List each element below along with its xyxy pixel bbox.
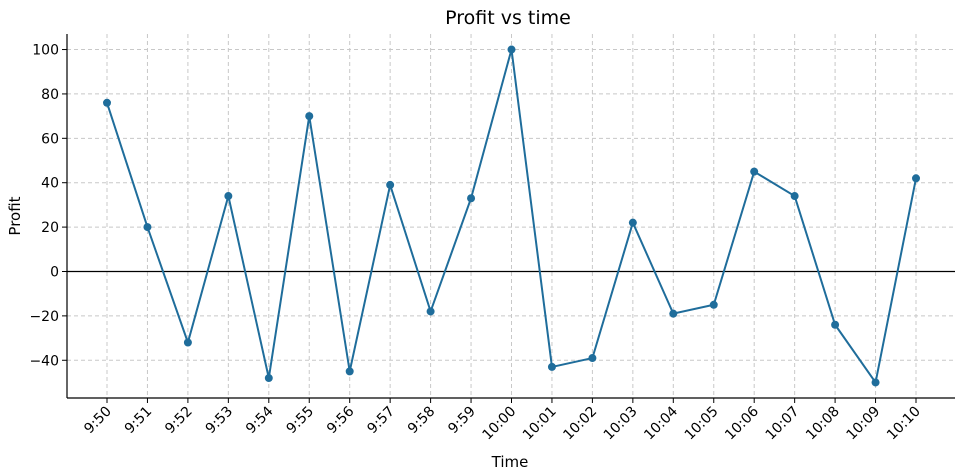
y-axis-label: Profit	[6, 196, 24, 235]
y-tick-label: −40	[29, 353, 59, 369]
x-tick-label: 9:58	[405, 404, 439, 438]
chart-title: Profit vs time	[445, 7, 571, 29]
data-point	[547, 362, 556, 371]
x-tick-label: 10:04	[641, 403, 681, 443]
x-tick-label: 9:59	[445, 404, 479, 438]
data-point	[871, 378, 880, 387]
x-ticks: 9:50 9:51 9:52 9:53 9:54 9:55 9:56 9:57 9:58 9:59…	[81, 398, 924, 443]
data-point	[912, 174, 920, 183]
data-point	[588, 354, 597, 363]
x-tick-label: 10:01	[520, 404, 560, 444]
data-point	[831, 320, 840, 329]
data-point	[143, 223, 152, 232]
x-tick-label: 10:08	[803, 404, 843, 444]
series	[103, 45, 920, 387]
x-tick-label: 10:09	[844, 404, 884, 444]
data-point	[669, 309, 678, 318]
y-tick-label: 60	[41, 131, 59, 147]
data-point	[386, 180, 395, 189]
x-tick-label: 10:06	[722, 403, 762, 443]
y-ticks: −40 −20 0 20 40 60 80 100	[29, 43, 67, 369]
x-tick-label: 10:02	[560, 404, 600, 444]
data-point	[709, 300, 718, 309]
data-point	[345, 367, 354, 376]
x-tick-label: 9:52	[162, 404, 196, 438]
grid	[67, 34, 955, 398]
y-tick-label: 80	[41, 87, 59, 103]
y-tick-label: 20	[41, 220, 59, 236]
data-point	[628, 218, 637, 227]
x-tick-label: 9:50	[81, 404, 115, 438]
data-point	[790, 192, 799, 201]
y-tick-label: 0	[50, 264, 59, 280]
x-tick-label: 10:00	[479, 404, 519, 444]
data-point	[103, 98, 111, 107]
data-point	[467, 194, 476, 203]
data-point	[507, 45, 516, 54]
x-tick-label: 9:57	[364, 404, 398, 438]
x-tick-label: 10:10	[884, 404, 924, 444]
x-tick-label: 9:51	[122, 404, 156, 438]
x-tick-label: 10:07	[763, 404, 803, 444]
data-point	[264, 374, 273, 383]
x-axis-label: Time	[491, 453, 529, 471]
data-point	[224, 192, 233, 201]
y-tick-label: 100	[32, 43, 59, 59]
x-tick-label: 10:05	[682, 404, 722, 444]
data-point	[305, 112, 314, 121]
x-tick-label: 9:53	[203, 404, 237, 438]
x-tick-label: 10:03	[601, 404, 641, 444]
x-tick-label: 9:56	[324, 403, 358, 437]
x-tick-label: 9:55	[284, 404, 318, 438]
y-tick-label: 40	[41, 176, 59, 192]
data-point	[183, 338, 192, 347]
x-tick-label: 9:54	[243, 403, 277, 437]
y-tick-label: −20	[29, 309, 59, 325]
data-point	[750, 167, 759, 176]
data-point	[426, 307, 435, 316]
